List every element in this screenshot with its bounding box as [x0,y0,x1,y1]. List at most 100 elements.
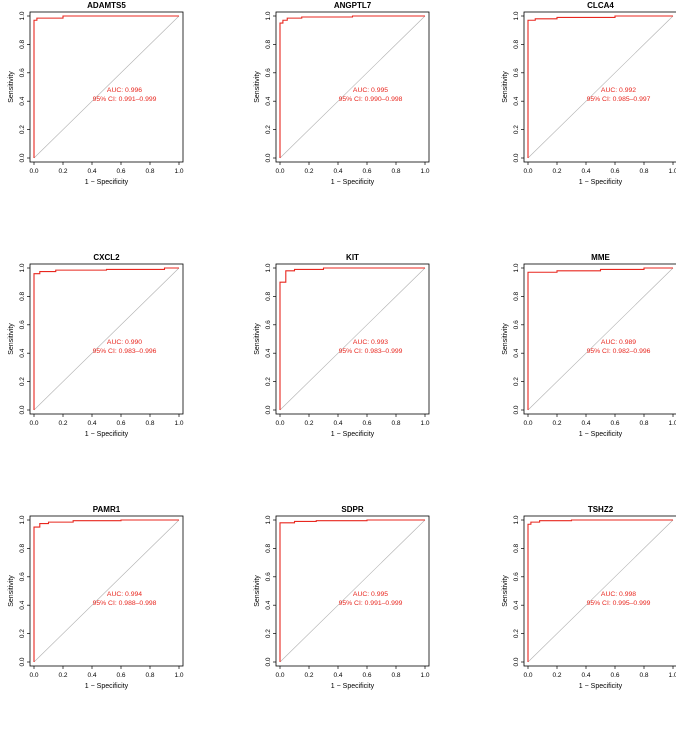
x-axis-label: 1 − Specificity [331,683,375,690]
auc-label: AUC: 0.995 [353,591,388,598]
x-tick-label: 0.8 [391,168,400,175]
roc-panel-tshz2: TSHZ2 0.0 0.2 0.4 0.6 0.8 1.0 0.0 0.2 0.4 0.6 0.8 1.… [494,504,676,740]
plot-frame [275,515,430,667]
x-tick-label: 0.4 [87,672,96,679]
y-tick-label: 1.0 [513,515,520,524]
x-tick-label: 0.8 [145,168,154,175]
x-tick-label: 0.8 [639,168,648,175]
x-axis-label: 1 − Specificity [579,431,623,438]
ci-label: 95% CI: 0.991–0.999 [339,600,403,607]
y-tick-label: 0.2 [19,377,26,386]
y-tick-label: 0.8 [19,292,26,301]
y-tick-label: 0.4 [19,348,26,357]
roc-panel-pamr1: PAMR1 0.0 0.2 0.4 0.6 0.8 1.0 0.0 0.2 0.4 0.6 0.8 1.… [0,504,226,740]
x-tick-label: 0.6 [362,672,371,679]
y-tick-label: 0.8 [513,40,520,49]
reference-diagonal [527,519,674,663]
x-tick-label: 0.6 [362,420,371,427]
y-tick-label: 0.6 [19,320,26,329]
x-tick-label: 0.0 [523,672,532,679]
y-tick-label: 1.0 [19,263,26,272]
chart-title: SDPR [341,505,363,514]
x-tick-label: 0.0 [29,168,38,175]
y-tick-label: 0.2 [513,629,520,638]
x-tick-label: 0.2 [304,420,313,427]
y-tick-label: 0.6 [513,68,520,77]
roc-chart-svg: ADAMTS5 0.0 0.2 0.4 0.6 0.8 1.0 0.0 0.2 0.4 0.6 0.8… [8,1,184,186]
x-tick-label: 1.0 [420,672,429,679]
y-tick-label: 0.6 [265,320,272,329]
y-tick-label: 0.6 [265,68,272,77]
x-tick-label: 0.4 [581,672,590,679]
plot-frame [29,11,184,163]
roc-chart-svg: CLCA4 0.0 0.2 0.4 0.6 0.8 1.0 0.0 0.2 0.4 0.6 0.8 1.… [502,1,676,186]
x-tick-label: 0.4 [87,168,96,175]
chart-title: ADAMTS5 [87,1,126,10]
roc-chart-svg: ANGPTL7 0.0 0.2 0.4 0.6 0.8 1.0 0.0 0.2 0.4 0.6 0.8… [254,1,430,186]
y-tick-label: 0.2 [19,125,26,134]
y-tick-label: 0.2 [19,629,26,638]
reference-diagonal [33,15,180,159]
x-tick-label: 0.4 [87,420,96,427]
x-tick-label: 0.6 [610,168,619,175]
y-tick-label: 0.8 [513,544,520,553]
reference-diagonal [279,15,426,159]
roc-curve [33,267,179,410]
y-tick-label: 0.2 [265,629,272,638]
x-tick-label: 1.0 [174,672,183,679]
plot-frame [523,11,676,163]
y-tick-label: 0.8 [265,292,272,301]
x-tick-label: 0.8 [639,672,648,679]
y-tick-label: 0.0 [265,657,272,666]
roc-chart-svg: KIT 0.0 0.2 0.4 0.6 0.8 1.0 0.0 0.2 0.4 0.6 0.8 1.0 1… [254,253,430,438]
x-tick-label: 0.2 [552,168,561,175]
y-tick-label: 0.0 [265,405,272,414]
x-tick-label: 0.4 [333,672,342,679]
plot-frame [29,515,184,667]
roc-panel-kit: KIT 0.0 0.2 0.4 0.6 0.8 1.0 0.0 0.2 0.4 0.6 0.8 1.0 1… [246,252,472,488]
roc-curve [527,519,673,662]
ci-label: 95% CI: 0.983–0.996 [93,348,157,355]
y-tick-label: 0.4 [19,96,26,105]
x-axis-label: 1 − Specificity [331,431,375,438]
roc-panel-sdpr: SDPR 0.0 0.2 0.4 0.6 0.8 1.0 0.0 0.2 0.4 0.6 0.8 1.0… [246,504,472,740]
roc-chart-svg: PAMR1 0.0 0.2 0.4 0.6 0.8 1.0 0.0 0.2 0.4 0.6 0.8 1.… [8,505,184,690]
reference-diagonal [33,519,180,663]
auc-label: AUC: 0.989 [601,339,636,346]
x-tick-label: 0.6 [116,168,125,175]
y-tick-label: 0.0 [19,153,26,162]
x-tick-label: 0.8 [145,420,154,427]
ci-label: 95% CI: 0.988–0.998 [93,600,157,607]
y-tick-label: 0.6 [513,572,520,581]
x-tick-label: 0.6 [610,672,619,679]
y-tick-label: 0.0 [19,657,26,666]
roc-panel-adamts5: ADAMTS5 0.0 0.2 0.4 0.6 0.8 1.0 0.0 0.2 0.4 0.6 0.8… [0,0,226,236]
x-axis-label: 1 − Specificity [331,179,375,186]
plot-frame [29,263,184,415]
plot-frame [275,11,430,163]
x-tick-label: 0.0 [29,420,38,427]
x-axis-label: 1 − Specificity [85,179,129,186]
ci-label: 95% CI: 0.985–0.997 [587,96,651,103]
roc-chart-svg: CXCL2 0.0 0.2 0.4 0.6 0.8 1.0 0.0 0.2 0.4 0.6 0.8 1.… [8,253,184,438]
auc-label: AUC: 0.992 [601,87,636,94]
x-tick-label: 0.8 [145,672,154,679]
x-axis-label: 1 − Specificity [85,683,129,690]
y-tick-label: 1.0 [513,263,520,272]
roc-curve [279,15,425,158]
y-tick-label: 0.8 [19,40,26,49]
y-axis-label: Sensitivity [8,71,15,103]
x-tick-label: 0.0 [523,168,532,175]
y-axis-label: Sensitivity [8,323,15,355]
x-tick-label: 0.6 [362,168,371,175]
auc-label: AUC: 0.998 [601,591,636,598]
x-tick-label: 0.4 [581,420,590,427]
y-tick-label: 0.2 [513,377,520,386]
auc-label: AUC: 0.993 [353,339,388,346]
x-tick-label: 1.0 [668,168,676,175]
roc-chart-svg: MME 0.0 0.2 0.4 0.6 0.8 1.0 0.0 0.2 0.4 0.6 0.8 1.0 1… [502,253,676,438]
auc-label: AUC: 0.995 [353,87,388,94]
x-axis-label: 1 − Specificity [579,179,623,186]
y-tick-label: 1.0 [19,515,26,524]
ci-label: 95% CI: 0.983–0.999 [339,348,403,355]
